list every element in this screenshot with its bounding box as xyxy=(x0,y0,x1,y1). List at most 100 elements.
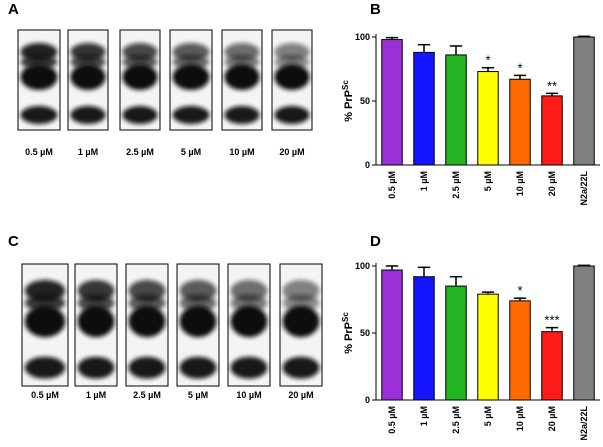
blot-band xyxy=(179,305,217,338)
lane-label: 5 µM xyxy=(188,390,208,400)
panel-label: A xyxy=(8,1,19,18)
lane-label: 0.5 µM xyxy=(25,147,53,157)
blot-band xyxy=(122,64,158,90)
blot-band xyxy=(274,55,310,69)
x-tick-label: 1 µM xyxy=(419,406,429,426)
blot-band xyxy=(20,64,58,90)
x-tick-label: 0.5 µM xyxy=(387,406,397,434)
bar xyxy=(541,95,563,166)
x-tick-label: 20 µM xyxy=(547,406,557,431)
blot-band xyxy=(128,305,166,338)
x-tick-label: 10 µM xyxy=(515,171,525,196)
blot-band xyxy=(172,106,210,124)
bar xyxy=(541,331,563,401)
x-tick-label: 5 µM xyxy=(483,171,493,191)
x-tick-label: 5 µM xyxy=(483,406,493,426)
bar xyxy=(445,54,467,166)
significance: * xyxy=(517,283,522,298)
significance: *** xyxy=(544,313,559,328)
lane-label: 20 µM xyxy=(288,390,313,400)
blot-band xyxy=(179,294,217,312)
x-tick-label: 10 µM xyxy=(515,406,525,431)
x-tick-label: N2a/22L xyxy=(579,406,589,441)
y-tick-label: 50 xyxy=(360,96,370,106)
blot-band xyxy=(24,305,66,338)
lane-label: 1 µM xyxy=(86,390,106,400)
bar xyxy=(477,293,499,401)
lane-label: 1 µM xyxy=(78,147,98,157)
blot-lane xyxy=(279,263,323,387)
blot-band xyxy=(230,305,268,338)
y-axis-label-text: % PrP xyxy=(343,322,355,354)
blot-band xyxy=(24,356,66,379)
x-tick-label: 20 µM xyxy=(547,171,557,196)
blot-lane xyxy=(119,29,161,131)
blot-band xyxy=(122,106,158,124)
y-axis-label: % PrPSc xyxy=(341,312,355,354)
blot-band xyxy=(224,55,260,69)
blot-band xyxy=(282,305,320,338)
blot-band xyxy=(230,356,268,379)
blot-band xyxy=(77,356,115,379)
significance: ** xyxy=(547,78,557,93)
y-tick-label: 100 xyxy=(355,32,370,42)
lane-label: 10 µM xyxy=(236,390,261,400)
panel-label: C xyxy=(8,233,19,250)
x-tick-label: 0.5 µM xyxy=(387,171,397,199)
bar xyxy=(509,78,531,166)
blot-band xyxy=(282,356,320,379)
blot-band xyxy=(70,106,106,124)
bar xyxy=(413,276,435,401)
lane-label: 0.5 µM xyxy=(31,390,59,400)
y-axis-label-text: % PrP xyxy=(343,90,355,122)
blot-band xyxy=(70,55,106,69)
bar xyxy=(573,36,595,166)
bar xyxy=(413,51,435,166)
significance: * xyxy=(517,60,522,75)
blot-lane xyxy=(67,29,109,131)
blot-band xyxy=(224,106,260,124)
blot-band xyxy=(224,64,260,90)
y-axis-label: % PrPSc xyxy=(341,80,355,122)
blot-band xyxy=(172,55,210,69)
blot-band xyxy=(20,55,58,69)
bar xyxy=(445,285,467,401)
blot-lane xyxy=(271,29,313,131)
bar xyxy=(509,300,531,401)
panel-label: D xyxy=(370,233,381,250)
blot-lane xyxy=(21,263,69,387)
blot-band xyxy=(128,356,166,379)
x-tick-label: N2a/22L xyxy=(579,171,589,206)
y-tick-label: 0 xyxy=(365,160,370,170)
blot-band xyxy=(274,106,310,124)
blot-lane xyxy=(221,29,263,131)
blot-band xyxy=(122,55,158,69)
y-axis-label-sup: Sc xyxy=(341,80,350,90)
x-tick-label: 1 µM xyxy=(419,171,429,191)
blot-band xyxy=(20,106,58,124)
blot-band xyxy=(274,64,310,90)
blot-lane xyxy=(17,29,61,131)
blot-band xyxy=(179,356,217,379)
blot-band xyxy=(282,294,320,312)
bar xyxy=(573,265,595,401)
blot-lane xyxy=(125,263,169,387)
lane-label: 20 µM xyxy=(279,147,304,157)
x-tick-label: 2.5 µM xyxy=(451,406,461,434)
bar xyxy=(477,71,499,166)
x-tick-label: 2.5 µM xyxy=(451,171,461,199)
bar xyxy=(381,39,403,166)
blot-band xyxy=(70,64,106,90)
lane-label: 10 µM xyxy=(229,147,254,157)
blot-lane xyxy=(169,29,213,131)
blot-band xyxy=(24,294,66,312)
y-tick-label: 50 xyxy=(360,328,370,338)
panel-label: B xyxy=(370,1,381,18)
lane-label: 5 µM xyxy=(181,147,201,157)
blot-band xyxy=(128,294,166,312)
blot-lane xyxy=(227,263,271,387)
blot-band xyxy=(230,294,268,312)
blot-band xyxy=(77,294,115,312)
significance: * xyxy=(485,53,490,68)
